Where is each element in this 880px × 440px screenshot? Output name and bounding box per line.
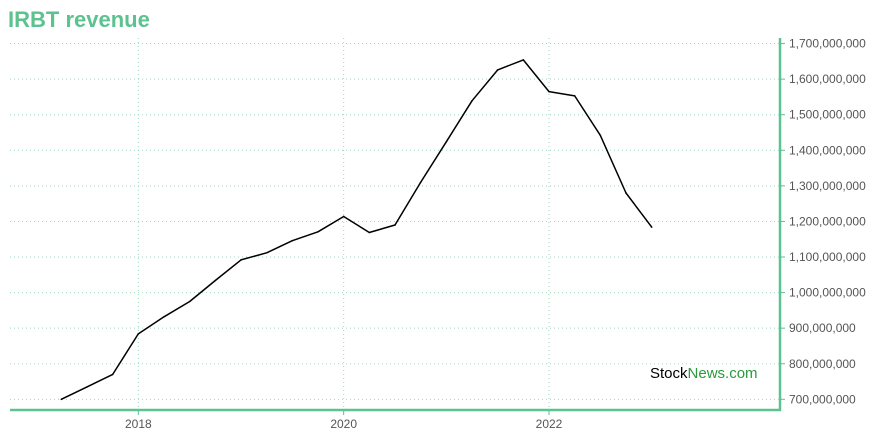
y-tick-label: 800,000,000 [789, 357, 856, 371]
y-tick-label: 700,000,000 [789, 392, 856, 406]
x-tick-label: 2022 [536, 417, 563, 431]
data-point [573, 95, 576, 97]
chart-title: IRBT revenue [8, 7, 150, 32]
y-tick-label: 1,200,000,000 [789, 214, 866, 228]
x-tick-label: 2018 [125, 417, 152, 431]
data-point [496, 69, 499, 71]
y-tick-label: 1,600,000,000 [789, 72, 866, 86]
data-point [265, 251, 268, 254]
y-tick-label: 1,700,000,000 [789, 37, 866, 51]
data-point [394, 224, 396, 226]
data-point [317, 230, 319, 233]
data-point [522, 59, 525, 61]
y-tick-label: 1,100,000,000 [789, 250, 866, 264]
data-point [342, 215, 345, 218]
data-point [291, 239, 294, 242]
data-point [111, 373, 114, 376]
x-tick-labels: 2018 2020 2022 [125, 417, 563, 431]
series-group [60, 59, 653, 401]
data-point [471, 100, 473, 102]
y-tick-label: 1,400,000,000 [789, 143, 866, 157]
data-point [419, 181, 422, 184]
data-point [368, 231, 371, 234]
watermark-part-1: Stock [650, 365, 688, 382]
grid-lines [10, 38, 780, 410]
data-point [599, 134, 602, 137]
y-tick-labels: 700,000,000 800,000,000 900,000,000 1,000,0… [789, 37, 866, 407]
data-point [650, 226, 653, 228]
watermark-part-2: News.com [687, 365, 758, 382]
data-point [86, 386, 88, 388]
data-point [548, 90, 550, 93]
axes [10, 38, 785, 415]
y-tick-label: 1,500,000,000 [789, 108, 866, 122]
revenue-series-line [60, 59, 653, 400]
stocknews-watermark: StockNews.com [650, 365, 758, 382]
data-point [60, 398, 63, 401]
data-point [240, 259, 242, 261]
data-point [137, 333, 140, 335]
y-tick-label: 1,000,000,000 [789, 286, 866, 300]
y-tick-label: 900,000,000 [789, 321, 856, 335]
y-tick-label: 1,300,000,000 [789, 179, 866, 193]
data-point [214, 279, 217, 282]
data-point [188, 300, 191, 303]
data-point [445, 140, 448, 143]
x-tick-label: 2020 [330, 417, 357, 431]
data-point [163, 315, 165, 318]
data-point [625, 192, 627, 194]
